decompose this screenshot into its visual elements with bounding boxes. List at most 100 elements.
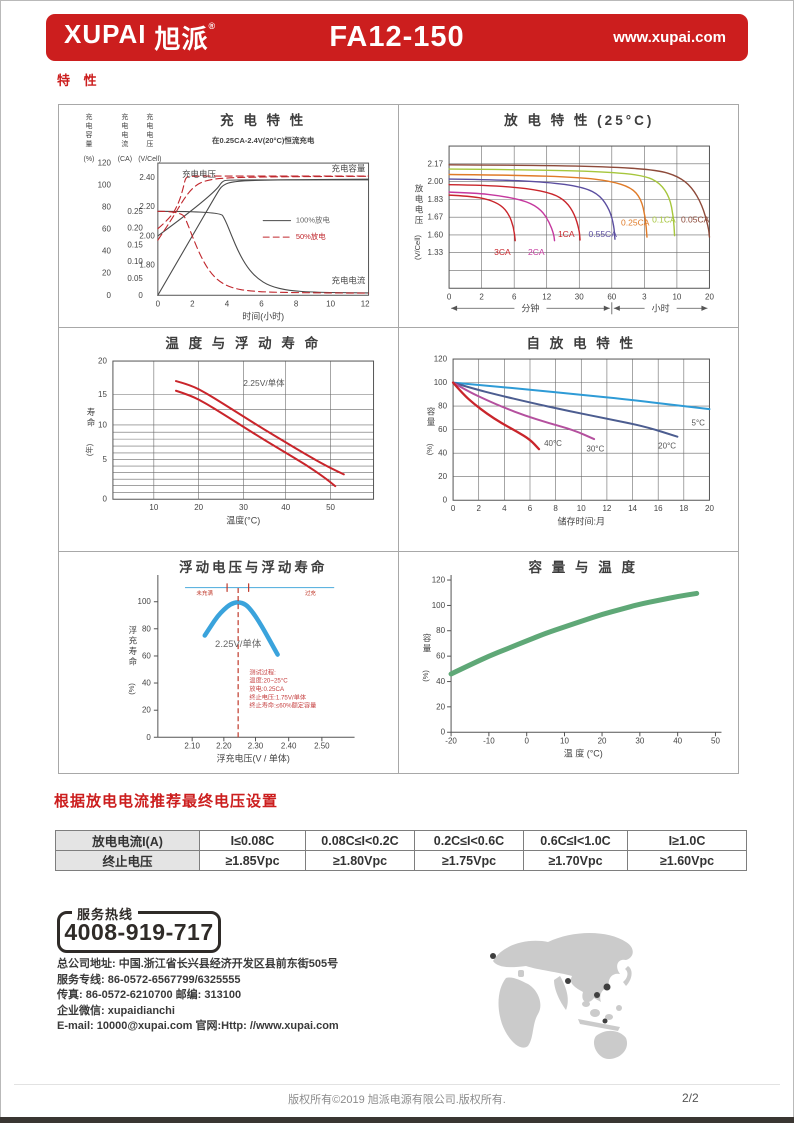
- svg-text:6: 6: [511, 292, 516, 301]
- svg-text:0.15: 0.15: [127, 240, 143, 249]
- svg-text:40°C: 40°C: [544, 439, 562, 448]
- table-cell: I≥1.0C: [627, 830, 747, 851]
- hotline-label: 服务热线: [72, 904, 139, 923]
- svg-text:40: 40: [673, 736, 682, 745]
- svg-text:6: 6: [259, 299, 264, 308]
- svg-text:0: 0: [102, 495, 107, 504]
- logo-text-cn: 旭派: [154, 24, 209, 54]
- svg-text:0: 0: [440, 727, 445, 736]
- svg-text:1.60: 1.60: [427, 230, 443, 239]
- svg-text:120: 120: [431, 575, 445, 584]
- svg-text:0.25: 0.25: [127, 207, 143, 216]
- page-number: 2/2: [682, 1091, 699, 1105]
- contact-line[interactable]: E-mail: 10000@xupai.com 官网:Http: //www.x…: [57, 1020, 339, 1032]
- svg-text:测试过程:: 测试过程:: [249, 668, 276, 676]
- svg-text:20: 20: [705, 292, 714, 301]
- svg-text:温度:20~25°C: 温度:20~25°C: [249, 676, 288, 684]
- svg-text:0.20: 0.20: [127, 224, 143, 233]
- svg-text:0.25CA: 0.25CA: [621, 218, 650, 228]
- svg-text:2.40: 2.40: [139, 173, 155, 182]
- svg-text:在0.25CA-2.4V(20°C)恒流充电: 在0.25CA-2.4V(20°C)恒流充电: [212, 135, 315, 145]
- svg-text:2.30: 2.30: [248, 741, 264, 750]
- svg-text:2.40: 2.40: [281, 741, 297, 750]
- location-marker: [565, 978, 571, 984]
- svg-text:20: 20: [142, 705, 151, 714]
- table-cell: 0.2C≤I<0.6C: [414, 830, 524, 851]
- svg-text:10: 10: [576, 505, 585, 514]
- discharge-characteristics-chart: 放 电 特 性 (25°C) 0 2 6 12 30 60 3 10 20 2.17 2.00 1.83…: [413, 112, 714, 315]
- svg-text:寿: 寿: [87, 407, 96, 417]
- svg-text:2.00: 2.00: [427, 177, 443, 186]
- svg-text:2: 2: [190, 299, 195, 308]
- svg-text:充电容量: 充电容量: [331, 164, 365, 174]
- svg-text:8: 8: [553, 505, 558, 514]
- contact-line: 企业微信: xupaidianchi: [57, 1004, 175, 1017]
- svg-text:2.00: 2.00: [139, 231, 155, 240]
- svg-text:放: 放: [414, 183, 423, 193]
- footer-divider: [14, 1084, 780, 1085]
- svg-text:30: 30: [239, 504, 248, 513]
- chart-cell-capacity-temp: 容 量 与 温 度 -20 -10 0 10 20 30 40 50 温 度 (°C) 120 100…: [399, 552, 739, 774]
- svg-text:10: 10: [98, 421, 107, 430]
- svg-text:40: 40: [436, 677, 445, 686]
- svg-text:2.10: 2.10: [184, 741, 200, 750]
- chart-grid: 充 电 特 性在0.25CA-2.4V(20°C)恒流充电 0 2 4 6 8 10 12 时间…: [58, 104, 739, 774]
- svg-text:60: 60: [102, 225, 111, 234]
- svg-text:流: 流: [121, 139, 128, 148]
- voltage-table-body: 放电电流I(A) I≤0.08C 0.08C≤I<0.2C 0.2C≤I<0.6C 0.…: [55, 830, 747, 871]
- svg-text:命: 命: [129, 656, 138, 666]
- self-discharge-chart: 自 放 电 特 性 0 2 4 6 8 10 12 14 16 18 20 储存时间:月 120 100 80…: [425, 335, 714, 526]
- svg-text:0: 0: [146, 732, 151, 741]
- website-link[interactable]: www.xupai.com: [613, 29, 726, 46]
- svg-text:电: 电: [121, 130, 128, 139]
- voltage-table: 放电电流I(A) I≤0.08C 0.08C≤I<0.2C 0.2C≤I<0.6C 0.…: [55, 830, 747, 871]
- chart-cell-discharge: 放 电 特 性 (25°C) 0 2 6 12 30 60 3 10 20 2.17 2.00 1.83…: [398, 105, 738, 329]
- svg-text:量: 量: [426, 417, 435, 427]
- svg-text:温 度 (°C): 温 度 (°C): [563, 747, 602, 758]
- svg-text:浮充电压(V / 单体): 浮充电压(V / 单体): [217, 752, 290, 763]
- row-label: 放电电流I(A): [55, 830, 200, 851]
- svg-text:充: 充: [129, 635, 138, 645]
- svg-text:2CA: 2CA: [528, 247, 545, 257]
- svg-text:80: 80: [436, 626, 445, 635]
- svg-text:4: 4: [502, 505, 507, 514]
- chart-cell-temp-float-life: 温 度 与 浮 动 寿 命 10 20 30 40 50 温度(°C) 20 15 10 5 0 寿命(…: [59, 328, 399, 552]
- svg-text:8: 8: [294, 299, 299, 308]
- svg-text:充电电流: 充电电流: [331, 275, 365, 285]
- svg-text:压: 压: [146, 140, 153, 148]
- chart-cell-float-voltage-life: 浮动电压与浮动寿命 2.10 2.20 2.30 2.40 2.50 浮充电压(V / 单体…: [59, 551, 399, 774]
- svg-text:0: 0: [442, 496, 447, 505]
- svg-text:(%): (%): [84, 156, 95, 163]
- svg-text:0.55CA: 0.55CA: [588, 229, 617, 239]
- svg-text:6: 6: [527, 505, 532, 514]
- svg-text:0: 0: [138, 291, 143, 300]
- svg-text:1.33: 1.33: [427, 248, 443, 257]
- svg-text:3: 3: [642, 292, 647, 301]
- svg-text:0: 0: [450, 505, 455, 514]
- table-cell: ≥1.70Vpc: [523, 850, 628, 871]
- svg-text:量: 量: [422, 643, 431, 653]
- svg-text:14: 14: [628, 505, 637, 514]
- svg-text:60: 60: [436, 651, 445, 660]
- svg-text:放 电 特 性 (25°C): 放 电 特 性 (25°C): [503, 112, 654, 128]
- table-cell: ≥1.80Vpc: [305, 850, 415, 871]
- svg-text:20: 20: [194, 504, 203, 513]
- svg-text:电: 电: [414, 194, 423, 204]
- table-cell: ≥1.75Vpc: [414, 850, 524, 871]
- svg-text:2.20: 2.20: [216, 741, 232, 750]
- svg-text:(V/Cell): (V/Cell): [138, 156, 161, 163]
- registered-mark-icon: ®: [208, 21, 217, 31]
- svg-text:电: 电: [146, 130, 153, 139]
- svg-text:充: 充: [121, 112, 128, 121]
- svg-text:10: 10: [326, 299, 335, 308]
- japan-landmass: [623, 966, 632, 986]
- row-label: 终止电压: [55, 850, 200, 871]
- location-marker: [602, 1018, 608, 1024]
- svg-text:100: 100: [431, 601, 445, 610]
- svg-text:2.25V/单体: 2.25V/单体: [243, 378, 285, 388]
- indonesia-landmass: [578, 1019, 620, 1031]
- svg-text:容 量 与 温 度: 容 量 与 温 度: [527, 559, 638, 575]
- svg-text:0: 0: [106, 291, 111, 300]
- world-map: [490, 933, 633, 1060]
